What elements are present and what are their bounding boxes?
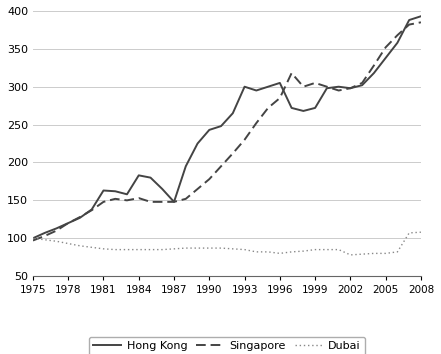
Legend: Hong Kong, Singapore, Dubai: Hong Kong, Singapore, Dubai — [89, 337, 365, 354]
